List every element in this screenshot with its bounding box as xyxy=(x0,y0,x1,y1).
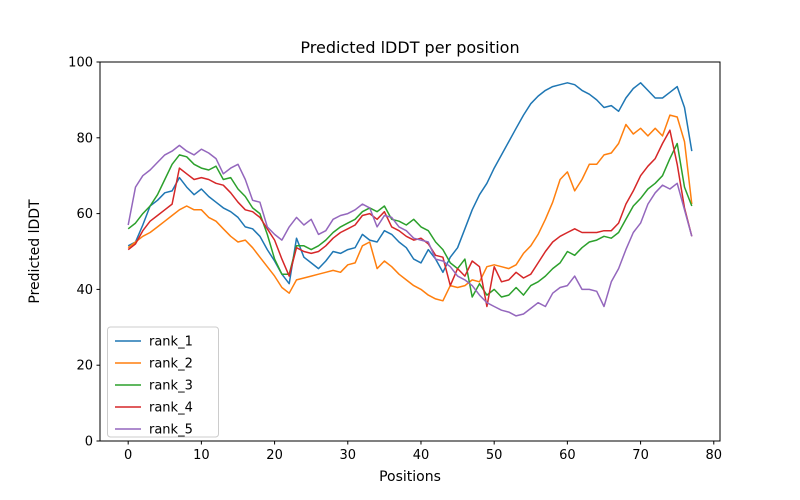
y-tick-label: 100 xyxy=(68,56,93,71)
x-tick-label: 20 xyxy=(266,448,283,463)
y-axis-label: Predicted lDDT xyxy=(27,199,43,304)
x-axis-label: Positions xyxy=(379,469,441,485)
legend-label-rank_1: rank_1 xyxy=(149,335,193,350)
legend-label-rank_3: rank_3 xyxy=(149,379,193,394)
legend-entries: rank_1 rank_2 rank_3 rank_4 rank_5 xyxy=(115,335,193,438)
x-tick-label: 30 xyxy=(340,448,357,463)
x-tick-label: 80 xyxy=(706,448,723,463)
y-tick-label: 60 xyxy=(76,207,93,222)
series-line-rank_5 xyxy=(127,144,693,317)
y-tick-label: 20 xyxy=(76,359,93,374)
legend: rank_1 rank_2 rank_3 rank_4 rank_5 xyxy=(107,326,219,438)
x-tick-label: 60 xyxy=(559,448,576,463)
legend-label-rank_5: rank_5 xyxy=(149,423,193,438)
y-axis: 0 20 40 60 80 100 xyxy=(68,56,100,450)
legend-box xyxy=(107,326,219,438)
y-tick-label: 40 xyxy=(76,283,93,298)
x-tick-label: 70 xyxy=(632,448,649,463)
series-line-rank_4 xyxy=(127,129,693,308)
series-line-rank_1 xyxy=(127,82,693,285)
x-axis: 0 10 20 30 40 50 60 70 80 xyxy=(124,441,722,463)
legend-label-rank_4: rank_4 xyxy=(149,401,193,416)
x-tick-label: 50 xyxy=(486,448,503,463)
legend-label-rank_2: rank_2 xyxy=(149,357,193,372)
x-tick-label: 10 xyxy=(193,448,210,463)
y-tick-label: 80 xyxy=(76,131,93,146)
y-tick-label: 0 xyxy=(85,435,93,450)
x-tick-label: 40 xyxy=(413,448,430,463)
series-line-rank_3 xyxy=(127,142,693,298)
chart-title: Predicted lDDT per position xyxy=(300,38,519,57)
x-tick-label: 0 xyxy=(124,448,132,463)
plot-border xyxy=(99,61,721,442)
series-line-rank_2 xyxy=(127,114,693,302)
series-group xyxy=(127,82,693,317)
